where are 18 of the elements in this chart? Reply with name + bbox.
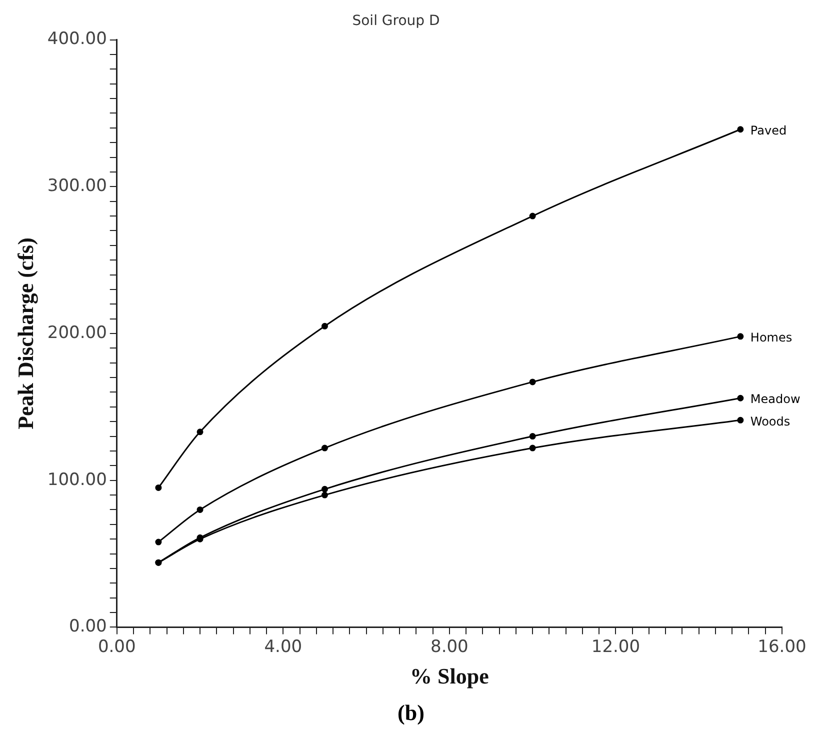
y-tick-label: 0.00 [69,616,107,637]
y-axis-title: Peak Discharge (cfs) [12,238,38,430]
x-tick-label: 4.00 [264,636,302,657]
y-tick-label: 400.00 [47,29,107,50]
text: (b) [396,700,426,726]
x-tick-label: 8.00 [430,636,468,657]
x-tick-label: 12.00 [591,636,640,657]
series-label: Woods [750,414,790,428]
chart-title: Soil Group D [352,13,440,30]
series-label: Homes [750,330,792,345]
series-label: Paved [750,124,787,138]
y-tick-label: 100.00 [47,470,107,490]
x-tick-label: 16.00 [758,636,806,657]
x-axis-title: % Slope [410,663,490,688]
x-tick-label: 0.00 [98,636,136,657]
y-tick-label: 200.00 [47,322,107,343]
y-tick-label: 300.00 [47,176,107,196]
series-label: Meadow [750,392,800,406]
